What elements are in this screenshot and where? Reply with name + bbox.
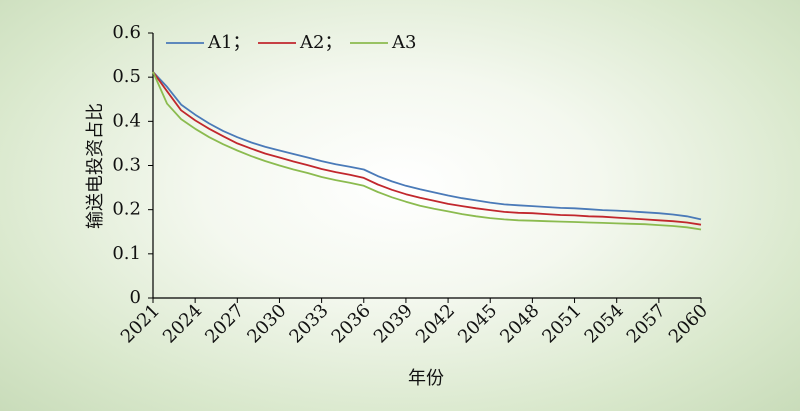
- x-tick-label: 2060: [665, 300, 712, 347]
- x-tick-label: 2039: [370, 300, 417, 347]
- x-tick-label: 2054: [581, 300, 628, 347]
- series-line-a3: [152, 71, 702, 231]
- y-tick-label: 0.2: [112, 199, 141, 220]
- legend-label-a3: A3: [391, 32, 416, 53]
- y-tick-label: 0.4: [112, 110, 141, 131]
- y-tick-label: 0.3: [112, 155, 141, 176]
- plot-area: 00.10.20.30.40.50.6202120242027203020332…: [112, 22, 712, 347]
- series-line-a1: [152, 71, 702, 221]
- x-axis-title: 年份: [408, 368, 444, 389]
- x-tick-label: 2036: [328, 300, 375, 347]
- x-tick-label: 2048: [496, 300, 543, 347]
- y-tick-label: 0.1: [112, 243, 141, 264]
- x-tick-label: 2057: [623, 300, 670, 347]
- y-tick-label: 0.5: [112, 66, 141, 87]
- y-tick-label: 0: [130, 287, 141, 308]
- series-line-a2: [152, 71, 702, 226]
- legend-label-a2: A2；: [299, 32, 342, 53]
- legend-label-a1: A1；: [207, 32, 250, 53]
- x-tick-label: 2027: [201, 300, 248, 347]
- x-tick-label: 2024: [159, 300, 206, 347]
- x-tick-label: 2033: [285, 300, 332, 347]
- x-tick-label: 2042: [412, 300, 459, 347]
- x-tick-label: 2051: [538, 300, 585, 347]
- y-axis-title: 输送电投资占比: [85, 103, 106, 229]
- y-tick-label: 0.6: [112, 22, 141, 43]
- x-tick-label: 2045: [454, 300, 501, 347]
- x-tick-label: 2030: [243, 300, 290, 347]
